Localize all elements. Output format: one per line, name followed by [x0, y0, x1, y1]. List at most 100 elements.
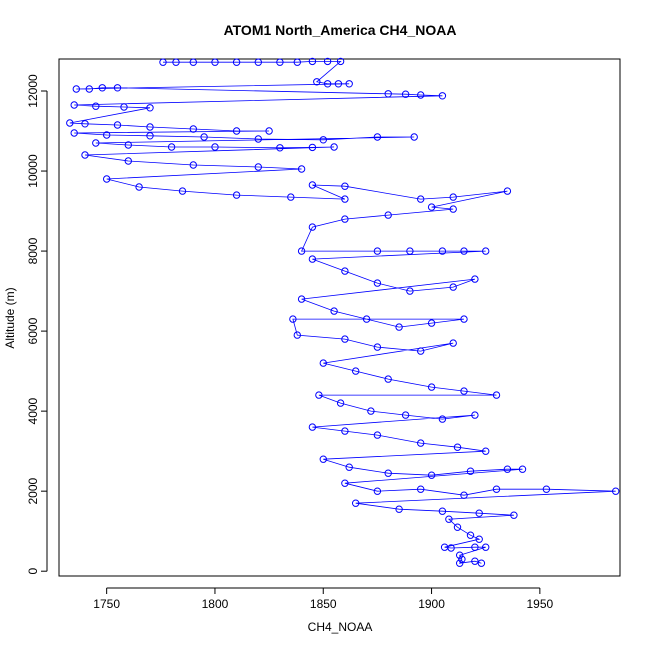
- data-point: [297, 247, 306, 255]
- data-point: [362, 315, 371, 323]
- data-point: [449, 339, 457, 347]
- data-point: [189, 125, 198, 133]
- data-point: [438, 92, 447, 100]
- y-tick-label: 0: [26, 568, 40, 575]
- data-point: [341, 267, 349, 275]
- data-point: [297, 165, 306, 173]
- data-point: [373, 431, 382, 439]
- data-point: [341, 335, 349, 343]
- y-tick-label: 10000: [26, 154, 40, 188]
- y-axis-label: Altitude (m): [3, 287, 17, 348]
- data-point: [410, 133, 418, 141]
- data-point: [336, 57, 345, 66]
- x-tick-label: 1850: [310, 597, 337, 611]
- data-point: [471, 411, 479, 419]
- data-point: [135, 183, 143, 191]
- data-point: [373, 487, 382, 495]
- data-point: [438, 507, 447, 515]
- data-point: [319, 359, 327, 367]
- data-point: [70, 129, 78, 137]
- data-point: [503, 465, 512, 473]
- data-point: [232, 58, 241, 66]
- data-point: [254, 163, 262, 171]
- data-point: [471, 557, 479, 565]
- data-point: [289, 315, 297, 323]
- data-point: [113, 84, 122, 92]
- x-tick-label: 1950: [527, 597, 554, 611]
- data-point: [345, 463, 353, 471]
- data-point: [475, 509, 483, 517]
- data-point: [373, 133, 382, 141]
- y-tick-label: 6000: [26, 317, 40, 344]
- data-point: [373, 279, 382, 287]
- data-point: [308, 223, 317, 231]
- data-point: [395, 323, 403, 331]
- data-point: [92, 139, 100, 147]
- data-point: [475, 535, 483, 543]
- data-point: [341, 182, 349, 190]
- chart-title: ATOM1 North_America CH4_NOAA: [224, 22, 457, 38]
- x-tick-label: 1750: [93, 597, 120, 611]
- plot-area: [66, 57, 620, 567]
- data-point: [120, 103, 128, 111]
- data-point: [308, 57, 317, 66]
- data-point: [492, 391, 501, 399]
- data-point: [417, 439, 425, 447]
- data-point: [401, 90, 410, 98]
- y-axis: 0 2000 4000 6000 8000 10000 12000: [26, 74, 48, 575]
- data-point: [453, 443, 462, 451]
- data-point: [471, 543, 479, 551]
- data-point: [85, 85, 94, 93]
- data-point: [293, 331, 301, 339]
- data-point: [103, 131, 111, 139]
- data-point: [438, 247, 447, 255]
- data-point: [417, 195, 425, 203]
- data-point: [447, 544, 455, 552]
- data-point: [124, 157, 133, 165]
- data-point: [367, 407, 375, 415]
- data-point: [124, 141, 133, 149]
- data-point: [323, 80, 332, 88]
- data-point: [427, 203, 436, 211]
- data-point: [373, 247, 382, 255]
- data-point: [178, 187, 187, 195]
- data-point: [542, 485, 551, 493]
- data-point: [477, 559, 486, 567]
- data-point: [373, 343, 382, 351]
- data-point: [466, 467, 475, 475]
- x-axis: 1750 1800 1850 1900 1950: [93, 587, 554, 611]
- data-point: [352, 367, 360, 375]
- data-point: [232, 191, 241, 199]
- data-point: [466, 531, 475, 539]
- data-point: [254, 58, 262, 66]
- data-point: [189, 161, 198, 169]
- data-point: [81, 120, 89, 128]
- data-point: [492, 485, 501, 493]
- data-point: [330, 307, 338, 315]
- data-point: [319, 136, 327, 144]
- data-point: [445, 515, 453, 523]
- data-point: [287, 193, 295, 201]
- data-point: [341, 479, 349, 487]
- data-point: [449, 205, 457, 213]
- data-point: [471, 275, 479, 283]
- data-point: [308, 423, 317, 431]
- data-point: [276, 58, 284, 66]
- data-point: [265, 127, 273, 135]
- plot-frame: [58, 58, 621, 577]
- data-point: [406, 247, 414, 255]
- data-point: [384, 211, 392, 219]
- data-point: [293, 58, 301, 66]
- data-point: [211, 58, 219, 66]
- data-point: [417, 91, 425, 99]
- data-point: [406, 287, 414, 295]
- data-point: [458, 555, 466, 563]
- data-point: [456, 551, 464, 559]
- data-point: [159, 58, 167, 66]
- data-point: [417, 485, 425, 493]
- data-point: [92, 102, 100, 110]
- data-point: [449, 193, 457, 201]
- data-point: [232, 127, 241, 135]
- data-point: [146, 132, 154, 140]
